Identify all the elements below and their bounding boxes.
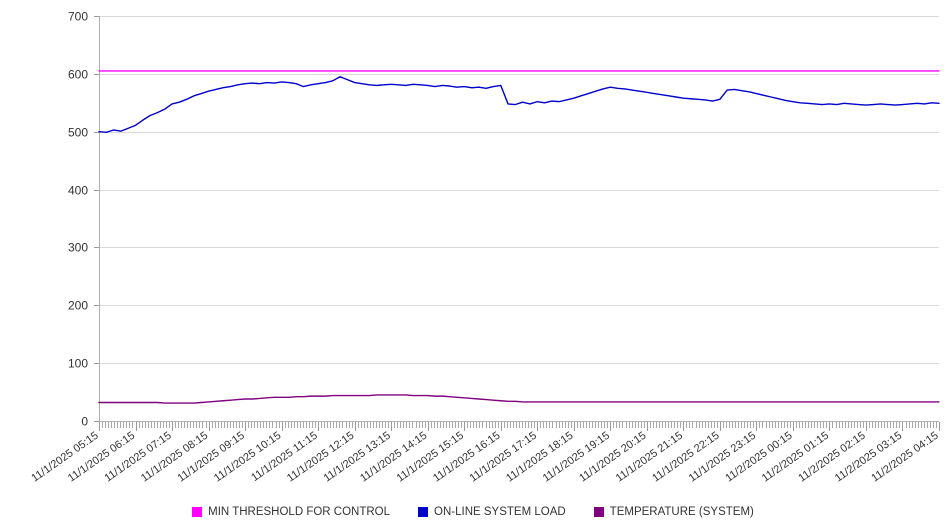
legend-item[interactable]: ON-LINE SYSTEM LOAD	[418, 506, 566, 518]
legend-item[interactable]: TEMPERATURE (SYSTEM)	[593, 506, 754, 518]
y-axis-tick-label: 200	[68, 299, 88, 313]
y-axis-labels-group: 0 100 200 300 400 500 600 700	[68, 10, 88, 429]
legend-label: ON-LINE SYSTEM LOAD	[434, 506, 566, 518]
legend-color-swatch	[192, 507, 203, 517]
y-axis-tick-label: 700	[68, 10, 88, 24]
series-group	[98, 70, 940, 404]
series-line	[98, 76, 940, 133]
chart-legend: MIN THRESHOLD FOR CONTROL ON-LINE SYSTEM …	[0, 506, 946, 518]
minor-ticks-group	[99, 422, 940, 431]
gridlines-group	[94, 16, 939, 422]
legend-item[interactable]: MIN THRESHOLD FOR CONTROL	[192, 506, 390, 518]
y-axis-tick-label: 500	[68, 126, 88, 140]
x-axis-tick-label: 11/2/2025 04:15	[869, 430, 940, 485]
axis-lines-group	[99, 16, 939, 422]
y-axis-tick-label: 0	[81, 415, 88, 429]
y-axis-tick-label: 300	[68, 241, 88, 255]
legend-label: TEMPERATURE (SYSTEM)	[609, 506, 754, 518]
y-axis-tick-label: 600	[68, 68, 88, 82]
legend-color-swatch	[593, 507, 604, 517]
y-axis-tick-label: 100	[68, 357, 88, 371]
series-line	[98, 394, 940, 404]
y-axis-tick-label: 400	[68, 184, 88, 198]
legend-color-swatch	[418, 507, 429, 517]
legend-label: MIN THRESHOLD FOR CONTROL	[208, 506, 391, 518]
